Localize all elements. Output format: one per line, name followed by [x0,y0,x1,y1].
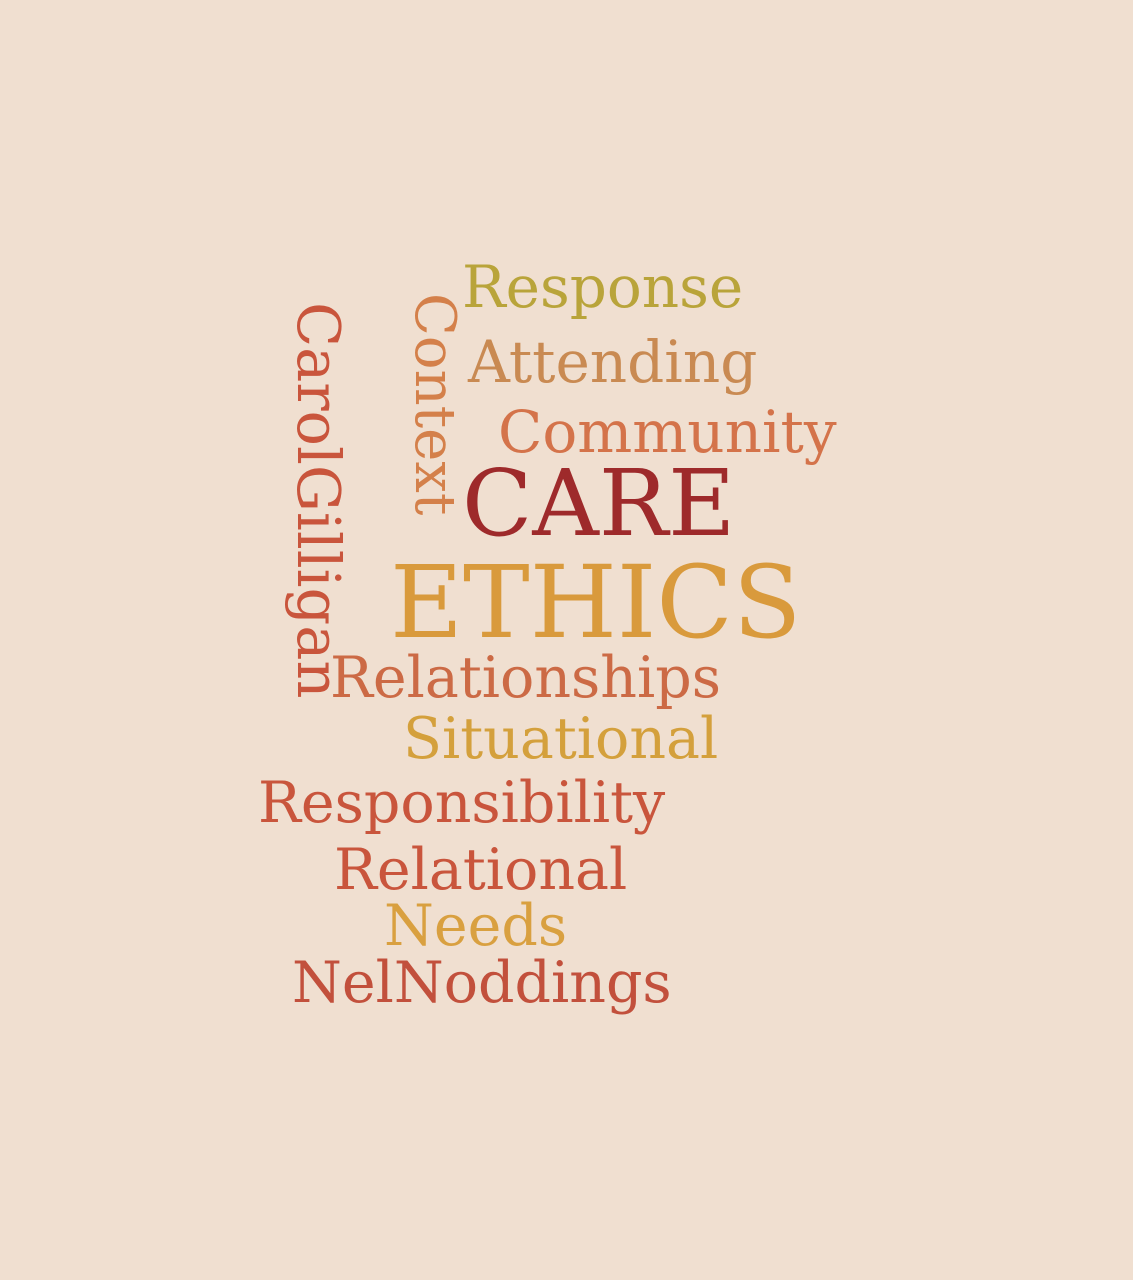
word-relational: Relational [334,837,628,903]
word-community: Community [498,398,837,466]
word-context: Context [402,293,467,516]
word-attending: Attending [468,328,758,396]
word-needs: Needs [384,893,568,959]
word-situational: Situational [403,706,719,772]
word-care: CARE [462,450,736,557]
word-nelnoddings: NelNoddings [292,950,672,1016]
word-ethics: ETHICS [390,544,802,661]
word-carolgilligan: CarolGilligan [284,302,353,699]
word-responsibility: Responsibility [258,770,666,836]
word-response: Response [462,253,744,321]
word-relationships: Relationships [330,645,721,711]
